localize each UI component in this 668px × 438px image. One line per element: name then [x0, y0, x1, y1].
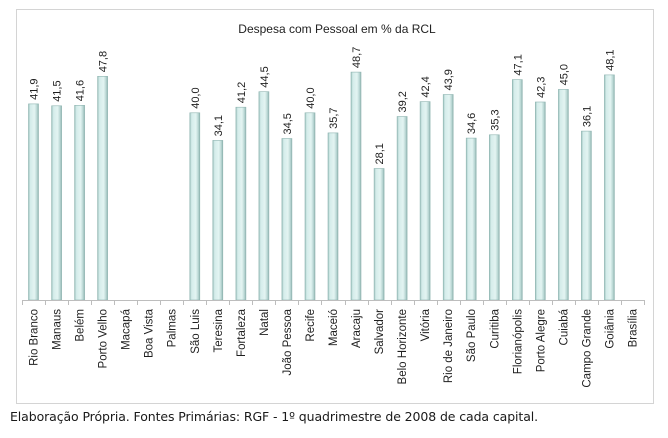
category-label: Manaus: [52, 309, 64, 350]
category-label: Vitória: [420, 308, 432, 341]
category-label: Recife: [305, 309, 317, 342]
bar-aracaju: [350, 71, 362, 301]
bar-belo-horizonte: [396, 116, 408, 301]
category-label: Porto Alegre: [535, 309, 547, 372]
bar-manaus: [51, 105, 62, 301]
category-label: São Paulo: [466, 309, 478, 362]
data-label: 43,9: [443, 69, 455, 90]
bar-vitória: [419, 101, 431, 301]
bar-fortaleza: [235, 106, 247, 301]
data-label: 40,0: [305, 87, 317, 108]
bar-maceió: [327, 132, 339, 301]
bar-são-paulo: [465, 137, 477, 301]
category-label: Aracaju: [351, 309, 363, 348]
data-label: 34,5: [282, 113, 294, 134]
category-label: Belém: [75, 309, 87, 342]
data-label: 41,6: [75, 80, 87, 101]
category-label: João Pessoa: [282, 308, 294, 375]
category-label: Campo Grande: [581, 309, 593, 388]
category-label: Rio de Janeiro: [443, 309, 455, 383]
data-label: 39,2: [397, 91, 409, 112]
category-label: Curitiba: [489, 308, 501, 348]
data-label: 44,5: [259, 66, 271, 87]
bar-belém: [74, 105, 85, 301]
category-label: Cuiabá: [558, 308, 570, 345]
category-label: Boa Vista: [144, 308, 156, 358]
bar-cuiabá: [558, 89, 569, 301]
bar-teresina: [212, 140, 224, 301]
category-label: Rio Branco: [29, 309, 41, 366]
bar-recife: [304, 112, 316, 301]
data-label: 42,3: [535, 77, 547, 98]
bar-são-luis: [189, 112, 201, 301]
bar-florianópolis: [511, 79, 523, 301]
bar-goiânia: [604, 74, 615, 301]
data-label: 45,0: [558, 64, 570, 85]
bar-rio-branco: [28, 103, 39, 301]
category-label: Macapá: [121, 308, 133, 350]
data-label: 48,7: [351, 47, 363, 68]
data-label: 42,4: [420, 76, 432, 97]
category-label: Goiânia: [604, 308, 616, 348]
data-label: 41,5: [52, 80, 64, 101]
source-caption: Elaboração Própria. Fontes Primárias: RG…: [10, 409, 539, 424]
bar-campo-grande: [581, 130, 592, 301]
data-label: 36,1: [581, 106, 593, 127]
bar-natal: [258, 91, 270, 301]
data-label: 41,9: [29, 78, 41, 99]
category-labels-layer: Rio Branco Manaus Belém Porto Velho Macapá Bo…: [29, 308, 640, 387]
bar-porto-velho: [97, 76, 108, 301]
bars-layer: [28, 71, 615, 301]
data-label: 48,1: [604, 49, 616, 70]
category-label: Salvador: [374, 309, 386, 355]
data-label: 35,7: [328, 107, 340, 128]
category-label: Florianópolis: [512, 309, 524, 374]
data-label: 34,6: [466, 113, 478, 134]
category-label: Natal: [259, 309, 271, 336]
category-label: São Luis: [190, 309, 202, 354]
bar-salvador: [373, 168, 385, 301]
category-label: Porto Velho: [98, 309, 110, 368]
category-label: Brasília: [628, 308, 640, 347]
data-label: 40,0: [190, 87, 202, 108]
bar-joão-pessoa: [281, 138, 293, 301]
category-label: Teresina: [213, 308, 225, 352]
x-axis: [22, 300, 645, 305]
bar-rio-de-janeiro: [442, 94, 454, 301]
bar-curitiba: [488, 134, 500, 301]
category-label: Palmas: [167, 309, 179, 348]
data-label: 34,1: [213, 115, 225, 136]
bar-porto-alegre: [534, 101, 546, 301]
data-labels-layer: 41,9 41,5 41,6 47,8 40,0 34,1 41,2 44,5 34,5 40,0…: [29, 47, 617, 165]
category-label: Fortaleza: [236, 308, 248, 357]
data-label: 35,3: [489, 109, 501, 130]
data-label: 47,8: [98, 51, 110, 72]
data-label: 41,2: [236, 82, 248, 103]
category-label: Maceió: [328, 309, 340, 346]
chart-title: Despesa com Pessoal em % da RCL: [238, 22, 436, 36]
category-label: Belo Horizonte: [397, 309, 409, 384]
data-label: 47,1: [512, 54, 524, 75]
data-label: 28,1: [374, 143, 386, 164]
